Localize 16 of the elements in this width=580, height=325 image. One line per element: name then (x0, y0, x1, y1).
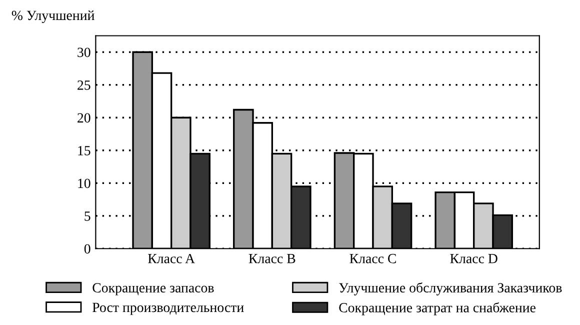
legend-label: Рост производительности (92, 302, 244, 315)
x-tick-label: Класс D (450, 254, 498, 264)
x-tick-label: Класс A (148, 254, 195, 264)
y-tick-label: 5 (84, 212, 90, 221)
y-tick-label: 10 (78, 178, 90, 188)
legend-label: Улучшение обслуживания Заказчиков (339, 282, 562, 296)
y-tick-label: 0 (84, 244, 90, 254)
y-axis-title: % Улучшений (12, 10, 94, 23)
y-tick-label: 15 (78, 146, 90, 156)
x-tick-label: Класс C (350, 254, 396, 264)
legend-label: Сокращение запасов (92, 283, 214, 296)
y-tick-label: 20 (78, 113, 90, 123)
y-tick-label: 30 (78, 48, 90, 58)
x-tick-label: Класс B (248, 254, 296, 264)
y-tick-label: 25 (78, 80, 90, 90)
legend-label: Сокращение затрат на снабжение (339, 302, 536, 316)
